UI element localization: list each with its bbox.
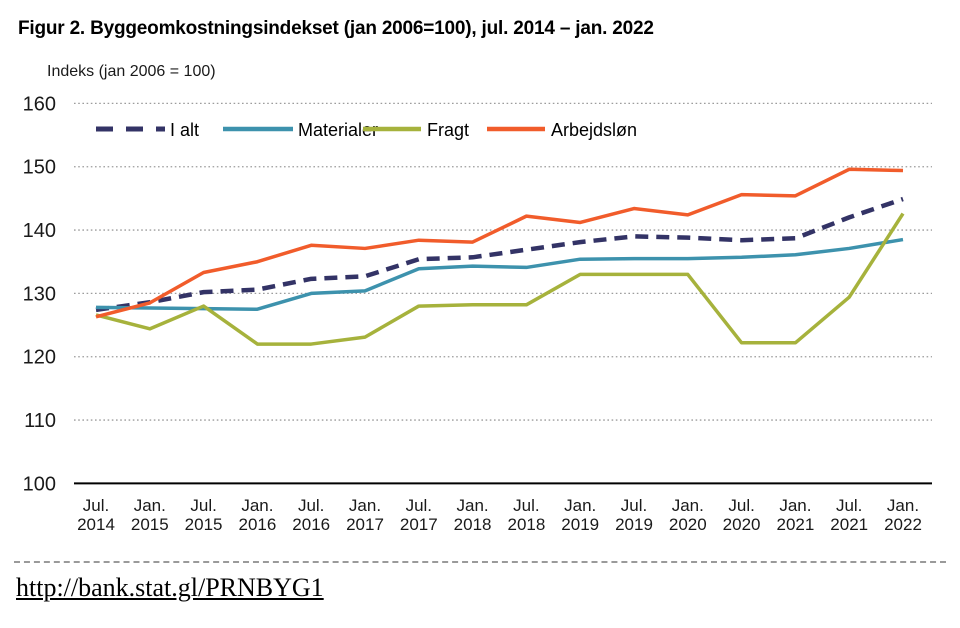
y-tick-label-140: 140 xyxy=(23,220,56,242)
x-tick-month-13: Jan. xyxy=(779,496,811,515)
x-tick-month-14: Jul. xyxy=(836,496,862,515)
series-line-i-alt xyxy=(95,196,904,313)
x-tick-month-8: Jul. xyxy=(513,496,539,515)
x-tick-year-13: 2021 xyxy=(776,515,814,534)
x-tick-month-11: Jan. xyxy=(672,496,704,515)
x-tick-year-11: 2020 xyxy=(669,515,707,534)
dashed-separator xyxy=(14,561,946,563)
y-tick-label-120: 120 xyxy=(23,347,56,369)
x-tick-month-2: Jul. xyxy=(190,496,216,515)
x-tick-month-4: Jul. xyxy=(298,496,324,515)
source-link[interactable]: http://bank.stat.gl/PRNBYG1 xyxy=(16,573,324,602)
x-tick-year-14: 2021 xyxy=(830,515,868,534)
y-tick-label-160: 160 xyxy=(23,93,56,115)
legend-label-arbejdsl-n: Arbejdsløn xyxy=(551,120,637,140)
legend-label-fragt: Fragt xyxy=(427,120,469,140)
series-line-fragt xyxy=(95,212,905,346)
x-tick-year-6: 2017 xyxy=(400,515,438,534)
x-tick-month-10: Jul. xyxy=(621,496,647,515)
y-tick-label-100: 100 xyxy=(23,473,56,495)
x-tick-month-12: Jul. xyxy=(728,496,754,515)
y-tick-label-110: 110 xyxy=(24,410,56,432)
x-tick-month-6: Jul. xyxy=(406,496,432,515)
x-tick-month-7: Jan. xyxy=(457,496,489,515)
x-tick-year-2: 2015 xyxy=(185,515,223,534)
x-tick-month-3: Jan. xyxy=(241,496,273,515)
x-tick-year-7: 2018 xyxy=(454,515,492,534)
x-tick-month-9: Jan. xyxy=(564,496,596,515)
series-line-arbejdsl-n xyxy=(95,167,904,319)
line-chart: 100110120130140150160Jul.2014Jan.2015Jul… xyxy=(23,93,932,534)
x-tick-year-3: 2016 xyxy=(238,515,276,534)
x-tick-month-1: Jan. xyxy=(134,496,166,515)
x-tick-year-1: 2015 xyxy=(131,515,169,534)
x-tick-year-10: 2019 xyxy=(615,515,653,534)
x-tick-month-15: Jan. xyxy=(887,496,919,515)
x-tick-month-5: Jan. xyxy=(349,496,381,515)
x-tick-year-4: 2016 xyxy=(292,515,330,534)
x-tick-year-9: 2019 xyxy=(561,515,599,534)
y-tick-label-130: 130 xyxy=(23,283,56,305)
x-tick-year-5: 2017 xyxy=(346,515,384,534)
x-tick-month-0: Jul. xyxy=(83,496,109,515)
x-tick-year-12: 2020 xyxy=(723,515,761,534)
y-axis-unit-label: Indeks (jan 2006 = 100) xyxy=(47,63,216,80)
figure-title: Figur 2. Byggeomkostningsindekset (jan 2… xyxy=(18,18,654,39)
x-tick-year-0: 2014 xyxy=(77,515,115,534)
y-tick-label-150: 150 xyxy=(23,157,56,179)
legend-label-materialer: Materialer xyxy=(298,120,378,140)
x-tick-year-15: 2022 xyxy=(884,515,922,534)
legend-label-i-alt: I alt xyxy=(170,120,199,140)
x-tick-year-8: 2018 xyxy=(507,515,545,534)
series-line-materialer xyxy=(95,237,904,311)
